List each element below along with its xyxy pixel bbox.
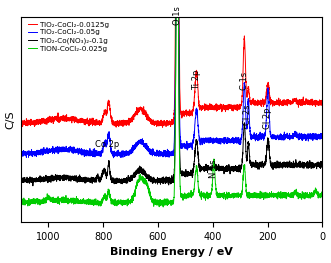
TiO₂-Co(NO₃)₂-0.1g	[320, 165, 324, 168]
Y-axis label: C/S: C/S	[6, 110, 16, 129]
TiO₂-Co(NO₃)₂-0.1g	[40, 177, 44, 180]
TiO₂-Co(NO₃)₂-0.1g	[47, 178, 51, 181]
TiO₂-CoCl₂-0.05g	[40, 149, 44, 152]
TiO₂-CoCl₂-0.0125g	[252, 97, 256, 100]
TiON-CoCl₂-0.025g	[320, 192, 324, 195]
TiO₂-CoCl₂-0.0125g	[143, 113, 147, 116]
Text: O 1s: O 1s	[173, 6, 182, 24]
TiO₂-CoCl₂-0.0125g	[246, 91, 250, 94]
Text: Cl 2p: Cl 2p	[263, 108, 272, 129]
TiON-CoCl₂-0.025g	[246, 196, 250, 199]
Text: Cl 2s: Cl 2s	[243, 104, 252, 125]
TiON-CoCl₂-0.025g	[19, 200, 23, 203]
TiO₂-CoCl₂-0.05g	[252, 135, 256, 138]
X-axis label: Binding Energy / eV: Binding Energy / eV	[110, 247, 233, 257]
Line: TiO₂-Co(NO₃)₂-0.1g: TiO₂-Co(NO₃)₂-0.1g	[21, 0, 322, 186]
TiO₂-CoCl₂-0.0125g	[40, 119, 44, 122]
TiO₂-CoCl₂-0.0125g	[47, 120, 51, 123]
Line: TiON-CoCl₂-0.025g: TiON-CoCl₂-0.025g	[21, 0, 322, 207]
TiO₂-CoCl₂-0.05g	[112, 156, 116, 159]
Line: TiO₂-CoCl₂-0.0125g: TiO₂-CoCl₂-0.0125g	[21, 0, 322, 127]
Line: TiO₂-CoCl₂-0.05g: TiO₂-CoCl₂-0.05g	[21, 0, 322, 158]
TiO₂-CoCl₂-0.05g	[47, 151, 51, 154]
TiON-CoCl₂-0.025g	[252, 192, 256, 195]
TiON-CoCl₂-0.025g	[40, 200, 44, 203]
TiO₂-CoCl₂-0.05g	[320, 135, 324, 138]
TiO₂-Co(NO₃)₂-0.1g	[252, 162, 256, 165]
TiO₂-Co(NO₃)₂-0.1g	[26, 178, 30, 181]
TiON-CoCl₂-0.025g	[47, 196, 51, 199]
TiO₂-Co(NO₃)₂-0.1g	[246, 147, 250, 150]
TiO₂-CoCl₂-0.05g	[246, 105, 250, 108]
TiO₂-CoCl₂-0.05g	[143, 144, 147, 148]
TiO₂-CoCl₂-0.0125g	[26, 120, 30, 123]
Legend: TiO₂-CoCl₂-0.0125g, TiO₂-CoCl₂-0.05g, TiO₂-Co(NO₃)₂-0.1g, TiON-CoCl₂-0.025g: TiO₂-CoCl₂-0.0125g, TiO₂-CoCl₂-0.05g, Ti…	[28, 21, 110, 52]
TiO₂-CoCl₂-0.0125g	[320, 100, 324, 103]
TiO₂-Co(NO₃)₂-0.1g	[143, 173, 147, 176]
TiO₂-CoCl₂-0.05g	[19, 150, 23, 153]
TiON-CoCl₂-0.025g	[161, 205, 165, 209]
TiON-CoCl₂-0.025g	[26, 202, 30, 205]
TiON-CoCl₂-0.025g	[143, 181, 147, 184]
Text: Ti 2p: Ti 2p	[192, 70, 201, 90]
Text: C 1s: C 1s	[240, 72, 249, 90]
TiO₂-Co(NO₃)₂-0.1g	[31, 184, 35, 187]
TiO₂-CoCl₂-0.05g	[26, 152, 30, 155]
TiO₂-CoCl₂-0.0125g	[161, 126, 165, 129]
TiO₂-Co(NO₃)₂-0.1g	[19, 178, 23, 181]
TiO₂-CoCl₂-0.0125g	[19, 120, 23, 123]
Text: Co 2p: Co 2p	[95, 140, 119, 149]
Text: N 1s: N 1s	[210, 160, 218, 178]
